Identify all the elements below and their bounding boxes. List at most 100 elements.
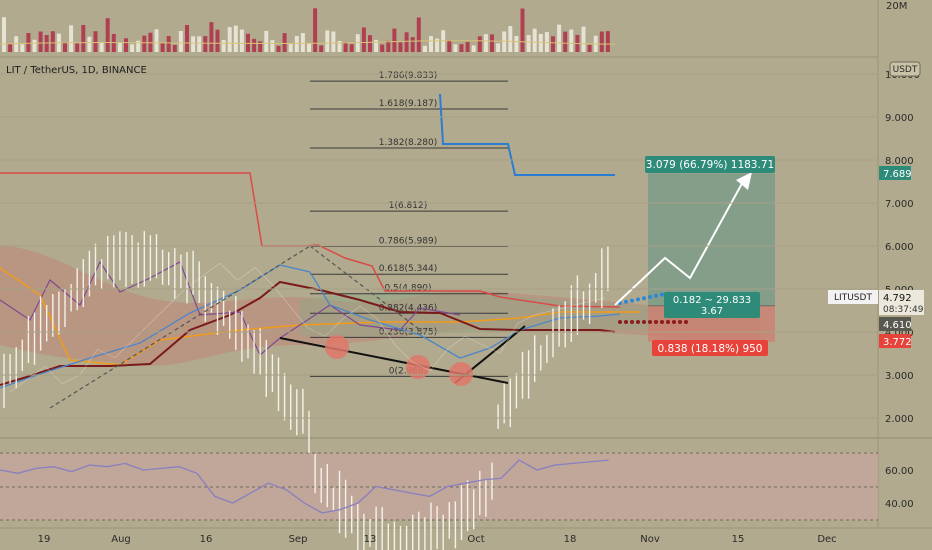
volume-bar bbox=[313, 8, 318, 52]
price-tick-label: 3.000 bbox=[885, 371, 914, 382]
projection-dot-blue bbox=[624, 299, 628, 304]
projection-dot-red bbox=[666, 320, 670, 324]
volume-bar bbox=[368, 35, 372, 52]
volume-bar bbox=[203, 36, 208, 52]
volume-bar bbox=[105, 18, 110, 53]
fib-level-label: 0.382(4.436) bbox=[379, 303, 438, 313]
price-tick-label: 2.000 bbox=[885, 414, 914, 425]
volume-bar bbox=[270, 40, 275, 52]
projection-dot-blue bbox=[636, 297, 640, 302]
countdown-value: 08:37:49 bbox=[883, 305, 924, 315]
volume-bar bbox=[239, 29, 244, 52]
rsi-tick-label: 40.00 bbox=[885, 499, 914, 510]
level-price-value: 4.610 bbox=[883, 320, 912, 331]
target-label-box: 3.079 (66.79%) 1183.71 bbox=[645, 156, 775, 173]
volume-bar bbox=[221, 40, 226, 52]
volume-bar bbox=[374, 39, 379, 52]
projection-dot-red bbox=[636, 320, 640, 324]
volume-bar bbox=[160, 43, 165, 52]
volume-bar bbox=[392, 28, 397, 52]
currency-badge[interactable]: USDT bbox=[889, 61, 921, 77]
volume-bar bbox=[233, 25, 238, 52]
volume-bar bbox=[75, 43, 80, 52]
volume-bar bbox=[331, 31, 336, 52]
volume-bar bbox=[477, 36, 482, 52]
volume-bar bbox=[252, 38, 257, 52]
cloud-green bbox=[300, 291, 760, 337]
volume-bar bbox=[349, 44, 354, 52]
fib-level-label: 1(6.812) bbox=[389, 201, 428, 211]
volume-bar bbox=[307, 43, 311, 52]
target-label-text: 3.079 (66.79%) 1183.71 bbox=[646, 159, 774, 171]
volume-bar bbox=[130, 44, 135, 52]
fib-level-label: 0.786(5.989) bbox=[379, 236, 438, 246]
lagging-span-line bbox=[0, 260, 461, 356]
center-label-box: 0.182 ~ 29.833 3.67 bbox=[664, 292, 760, 318]
time-tick-label: Nov bbox=[640, 534, 660, 545]
volume-bar bbox=[26, 33, 31, 52]
time-tick-label: Aug bbox=[111, 534, 131, 545]
price-tick-label: 9.000 bbox=[885, 113, 914, 124]
annotations[interactable] bbox=[49, 172, 752, 409]
volume-bar bbox=[551, 36, 555, 52]
fib-level-label: 1.786(9.833) bbox=[379, 71, 438, 81]
price-axis-ticks: 10.0009.0008.0007.0006.0005.0004.0003.00… bbox=[0, 70, 920, 425]
price-tick-label: 7.000 bbox=[885, 199, 914, 210]
volume-bar bbox=[496, 43, 501, 52]
time-tick-label: Dec bbox=[817, 534, 836, 545]
volume-bar bbox=[557, 24, 562, 52]
bottom-marker bbox=[325, 335, 349, 359]
projection-dot-red bbox=[654, 320, 658, 324]
volume-bar bbox=[532, 28, 537, 52]
volume-bar bbox=[154, 29, 159, 52]
time-tick-label: 16 bbox=[200, 534, 213, 545]
volume-bar bbox=[490, 34, 494, 52]
projection-dot-red bbox=[624, 320, 628, 324]
volume-bar bbox=[453, 44, 458, 52]
volume-bar bbox=[142, 35, 147, 52]
volume-bar bbox=[526, 35, 531, 52]
rsi-series bbox=[0, 459, 609, 514]
volume-bar bbox=[20, 44, 25, 52]
projection-dot-red bbox=[630, 320, 634, 324]
rsi-axis-ticks: 60.00 40.00 bbox=[885, 466, 914, 510]
rsi-tick-label: 60.00 bbox=[885, 466, 914, 477]
volume-bar bbox=[276, 45, 281, 52]
volume-bar bbox=[337, 40, 342, 52]
volume-bar bbox=[178, 31, 183, 52]
volume-bar bbox=[355, 34, 360, 52]
time-tick-label: 18 bbox=[564, 534, 577, 545]
volume-bar bbox=[429, 36, 433, 52]
volume-bar bbox=[93, 31, 98, 52]
volume-bar bbox=[605, 31, 610, 52]
volume-bar bbox=[520, 8, 525, 52]
projection-dot-blue bbox=[630, 298, 634, 303]
ma-orange-line bbox=[0, 267, 640, 366]
projection-dot-blue bbox=[648, 295, 652, 299]
volume-bar bbox=[32, 39, 37, 52]
fib-level-label: 1.618(9.187) bbox=[379, 99, 438, 109]
time-axis-ticks: 19 Aug 16 Sep 13 Oct 18 Nov 15 Dec bbox=[38, 534, 837, 545]
volume-bar bbox=[264, 30, 269, 52]
volume-bar bbox=[599, 31, 604, 52]
time-tick-label: 19 bbox=[38, 534, 51, 545]
volume-bar bbox=[282, 33, 287, 52]
volume-bar bbox=[50, 31, 55, 52]
bottom-marker bbox=[449, 362, 473, 386]
volume-bars bbox=[0, 8, 616, 53]
stop-price-badge: 3.772 bbox=[879, 334, 912, 348]
time-tick-label: Oct bbox=[467, 534, 484, 545]
volume-bar bbox=[416, 17, 421, 52]
stop-label-text: 0.838 (18.18%) 950 bbox=[657, 343, 762, 355]
volume-bar bbox=[166, 36, 171, 52]
volume-bar bbox=[435, 38, 440, 52]
volume-bar bbox=[81, 24, 86, 52]
volume-bar bbox=[398, 42, 403, 52]
volume-bar bbox=[447, 40, 452, 52]
indicator-lines bbox=[0, 93, 688, 389]
volume-bar bbox=[361, 27, 366, 52]
volume-bar bbox=[514, 35, 519, 52]
volume-bar bbox=[404, 32, 409, 52]
projection-dot-red bbox=[672, 320, 676, 324]
